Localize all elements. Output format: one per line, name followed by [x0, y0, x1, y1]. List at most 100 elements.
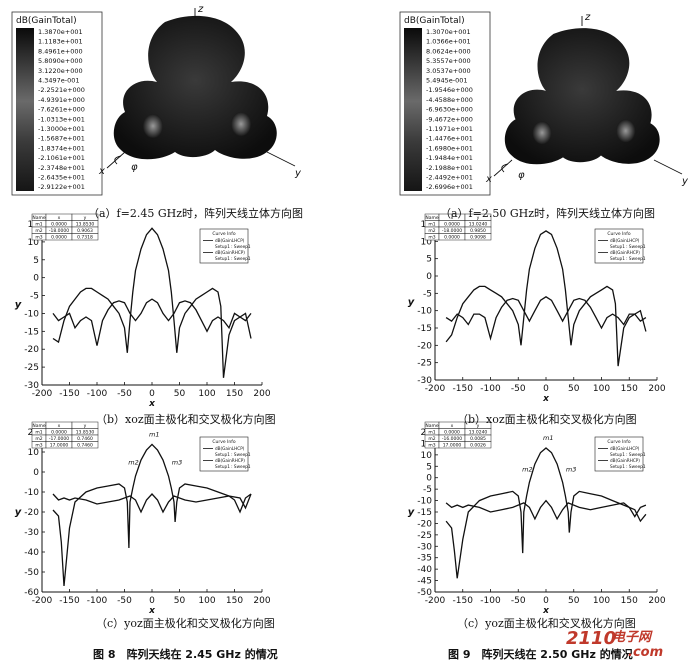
y-tick-label: -25 — [417, 359, 432, 369]
y-tick-label: -45 — [417, 577, 432, 587]
marker-table-text: 0.9098 — [470, 235, 486, 241]
yoz-caption-250: （c）yoz面主极化和交叉极化方向图 — [457, 617, 636, 630]
x-tick-label: -100 — [87, 596, 108, 606]
marker-table-text: m3 — [428, 235, 435, 241]
marker-table-text: m1 — [35, 430, 42, 436]
y-tick-label: -20 — [24, 508, 39, 518]
pattern3d-lobe-highlight — [231, 112, 251, 136]
marker-table-text: m2 — [428, 228, 435, 234]
x-tick-label: 200 — [253, 596, 270, 606]
legend-entry: dB(GainLHCP) — [610, 238, 640, 243]
colorbar-tick-label: -4.9391e+000 — [38, 96, 85, 104]
pattern3d-body — [504, 28, 660, 165]
marker-table-text: m2 — [35, 228, 42, 234]
legend-entry: Setup1 : Sweep1 — [215, 464, 251, 469]
marker-table-text: 0.0085 — [470, 436, 486, 442]
y-tick-label: -30 — [24, 381, 39, 391]
marker-table-text: m3 — [35, 443, 42, 449]
y-axis-label: y — [15, 300, 22, 311]
y-tick-label: -35 — [417, 554, 432, 564]
legend-box — [199, 436, 249, 472]
marker-table-text: Name — [425, 423, 439, 429]
colorbar-tick-label: 3.0537e+000 — [426, 67, 471, 75]
pattern3d-0: dB(GainTotal) 1.3870e+001 1.1183e+0018.496… — [11, 4, 302, 196]
legend-box — [594, 228, 644, 264]
marker-table-text: -16.0000 — [442, 436, 462, 442]
colorbar-tick-label: 1.3870e+001 — [38, 28, 83, 36]
marker-table-text: 0.7460 — [77, 443, 93, 449]
legend-entry: dB(GainRHCP) — [610, 458, 640, 463]
colorbar-tick-label: -1.4476e+001 — [426, 135, 473, 143]
pattern3d-caption-245: （a）f=2.45 GHz时，阵列天线立体方向图 — [88, 207, 304, 220]
x-tick-label: 200 — [648, 384, 665, 394]
y-tick-label: 5 — [33, 256, 39, 266]
x-tick-label: -50 — [117, 596, 132, 606]
y-tick-label: 10 — [421, 237, 433, 247]
series-line-0 — [52, 443, 252, 587]
y-tick-label: 0 — [33, 468, 39, 478]
marker-table-text: Name — [425, 215, 439, 221]
marker-table-text: 0.7318 — [77, 235, 93, 241]
marker-point-label: m1 — [149, 430, 159, 438]
watermark-suffix: .com — [628, 645, 664, 660]
colorbar-tick-label: -1.9484e+001 — [426, 154, 473, 162]
pattern3d-lobe-highlight — [143, 114, 163, 138]
legend-entry: dB(GainRHCP) — [215, 250, 245, 255]
x-axis-label: x — [148, 606, 156, 616]
x-tick-label: 100 — [198, 389, 215, 399]
marker-table-text: 0.9850 — [470, 228, 486, 234]
marker-table-text: 0.0000 — [51, 222, 67, 228]
marker-table: Name x y m1 0.0000 13.0240 m2 -18.0000 0.9850 m3 0… — [424, 213, 492, 241]
y-axis-line — [653, 159, 683, 175]
legend-entry: dB(GainRHCP) — [215, 458, 245, 463]
marker-table-text: y — [84, 424, 87, 429]
colorbar-tick-label: 8.4961e+000 — [38, 47, 83, 55]
colorbar-tick-label: -2.3748e+001 — [38, 164, 85, 172]
y-axis-label: y — [408, 507, 415, 518]
marker-table-cell — [71, 441, 99, 449]
x-axis-line — [493, 159, 513, 177]
x-tick-label: 50 — [568, 384, 580, 394]
pattern3d-surface — [113, 15, 277, 160]
series-line-0 — [445, 230, 647, 367]
colorbar-tick-label: -4.4588e+000 — [426, 96, 473, 104]
marker-table-text: -17.0000 — [49, 436, 69, 442]
marker-point-label: m3 — [172, 459, 182, 467]
x-tick-label: 0 — [543, 384, 549, 394]
phi-arc — [114, 155, 122, 165]
x-tick-label: 200 — [648, 596, 665, 606]
phi-arc — [501, 163, 509, 173]
colorbar-tick-label: 5.3557e+000 — [426, 57, 471, 65]
colorbar-tick-label: -1.3000e+001 — [38, 125, 85, 133]
y-axis-label: y — [15, 507, 22, 518]
y-tick-label: 5 — [426, 255, 432, 265]
x-tick-label: -200 — [32, 596, 53, 606]
x-tick-label: -50 — [117, 389, 132, 399]
marker-table-text: 0.9063 — [77, 228, 93, 234]
colorbar-tick-label: -1.1971e+001 — [426, 125, 473, 133]
colorbar-tick-label: 4.3497e-001 — [38, 77, 80, 85]
marker-table-cell — [71, 233, 99, 241]
marker-point-label: m3 — [566, 466, 576, 474]
marker-table-cell — [464, 441, 492, 449]
y-tick-label: -5 — [423, 485, 432, 495]
y-tick-label: -25 — [417, 531, 432, 541]
xoz-caption-250: （b）xoz面主极化和交叉极化方向图 — [457, 413, 637, 426]
y-tick-label: -10 — [24, 309, 39, 319]
series-line-1 — [52, 298, 252, 346]
marker-table-text: x — [451, 424, 454, 429]
legend-box — [594, 436, 644, 472]
x-tick-label: -50 — [511, 596, 526, 606]
legend-entry: dB(GainLHCP) — [215, 238, 245, 243]
legend-entry: Setup1 : Sweep1 — [215, 244, 251, 249]
marker-table-text: 0.7460 — [77, 436, 93, 442]
y-axis-line — [266, 151, 296, 167]
marker-table-text: Name — [32, 215, 46, 221]
colorbar-tick-label: -2.6435e+001 — [38, 174, 85, 182]
y-tick-label: -30 — [417, 376, 432, 386]
marker-table-text: 13.0240 — [469, 430, 488, 436]
x-tick-label: 200 — [253, 389, 270, 399]
marker-table-text: 13.8530 — [76, 222, 95, 228]
